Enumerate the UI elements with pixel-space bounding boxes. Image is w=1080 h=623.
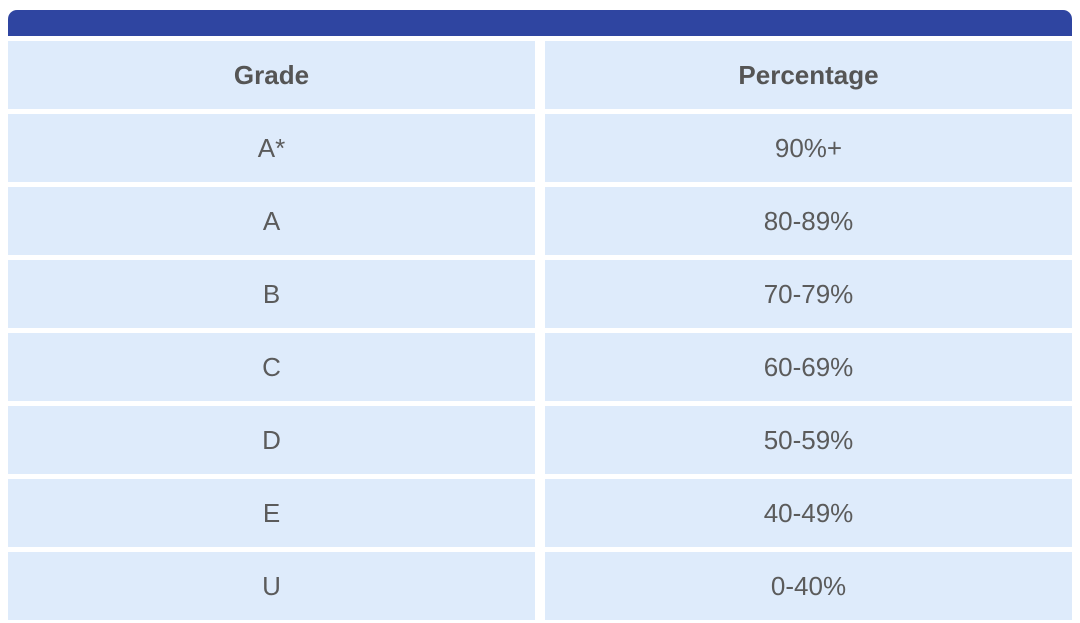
cell-percentage: 0-40% <box>545 552 1072 620</box>
header-percentage: Percentage <box>545 41 1072 109</box>
cell-percentage: 80-89% <box>545 187 1072 255</box>
cell-percentage: 40-49% <box>545 479 1072 547</box>
cell-grade: A* <box>8 114 535 182</box>
cell-percentage: 50-59% <box>545 406 1072 474</box>
cell-grade: A <box>8 187 535 255</box>
grade-table: Grade Percentage A* 90%+ A 80-89% B 70-7… <box>8 10 1072 620</box>
cell-grade: U <box>8 552 535 620</box>
table-top-bar <box>8 10 1072 36</box>
header-grade: Grade <box>8 41 535 109</box>
cell-grade: E <box>8 479 535 547</box>
cell-grade: B <box>8 260 535 328</box>
table-grid: Grade Percentage A* 90%+ A 80-89% B 70-7… <box>8 36 1072 620</box>
cell-grade: C <box>8 333 535 401</box>
cell-percentage: 60-69% <box>545 333 1072 401</box>
cell-grade: D <box>8 406 535 474</box>
cell-percentage: 90%+ <box>545 114 1072 182</box>
cell-percentage: 70-79% <box>545 260 1072 328</box>
